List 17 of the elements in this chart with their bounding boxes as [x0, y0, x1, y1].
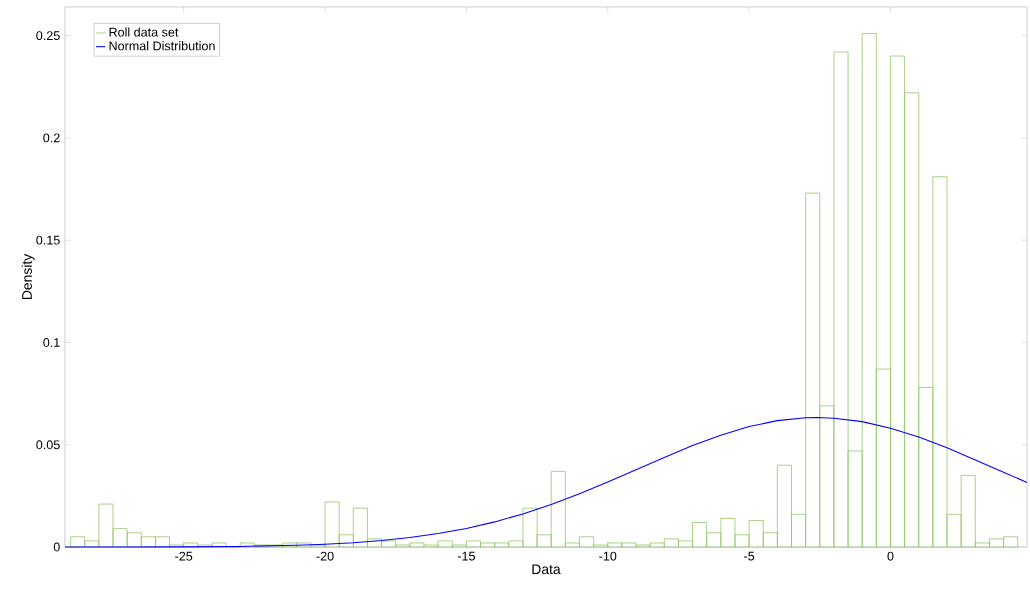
y-tick-label: 0.25	[36, 31, 60, 41]
x-tick-label: -10	[599, 551, 617, 561]
x-tick-label: -20	[316, 551, 334, 561]
legend-label: Normal Distribution	[109, 41, 215, 51]
y-axis-title: Density	[21, 253, 35, 300]
line-series	[64, 417, 1028, 548]
x-tick-label: -15	[457, 551, 475, 561]
x-axis-title: Data	[532, 564, 561, 575]
x-tick-label: -5	[744, 551, 755, 561]
y-tick-label: 0	[53, 542, 60, 552]
y-tick-label: 0.2	[43, 133, 60, 143]
y-tick-label: 0.15	[36, 235, 60, 245]
y-tick-label: 0.1	[43, 338, 60, 348]
y-tick-label: 0.05	[36, 440, 60, 450]
x-tick-label: -25	[175, 551, 193, 561]
x-tick-label: 0	[887, 551, 894, 561]
legend-label: Roll data set	[109, 27, 179, 37]
